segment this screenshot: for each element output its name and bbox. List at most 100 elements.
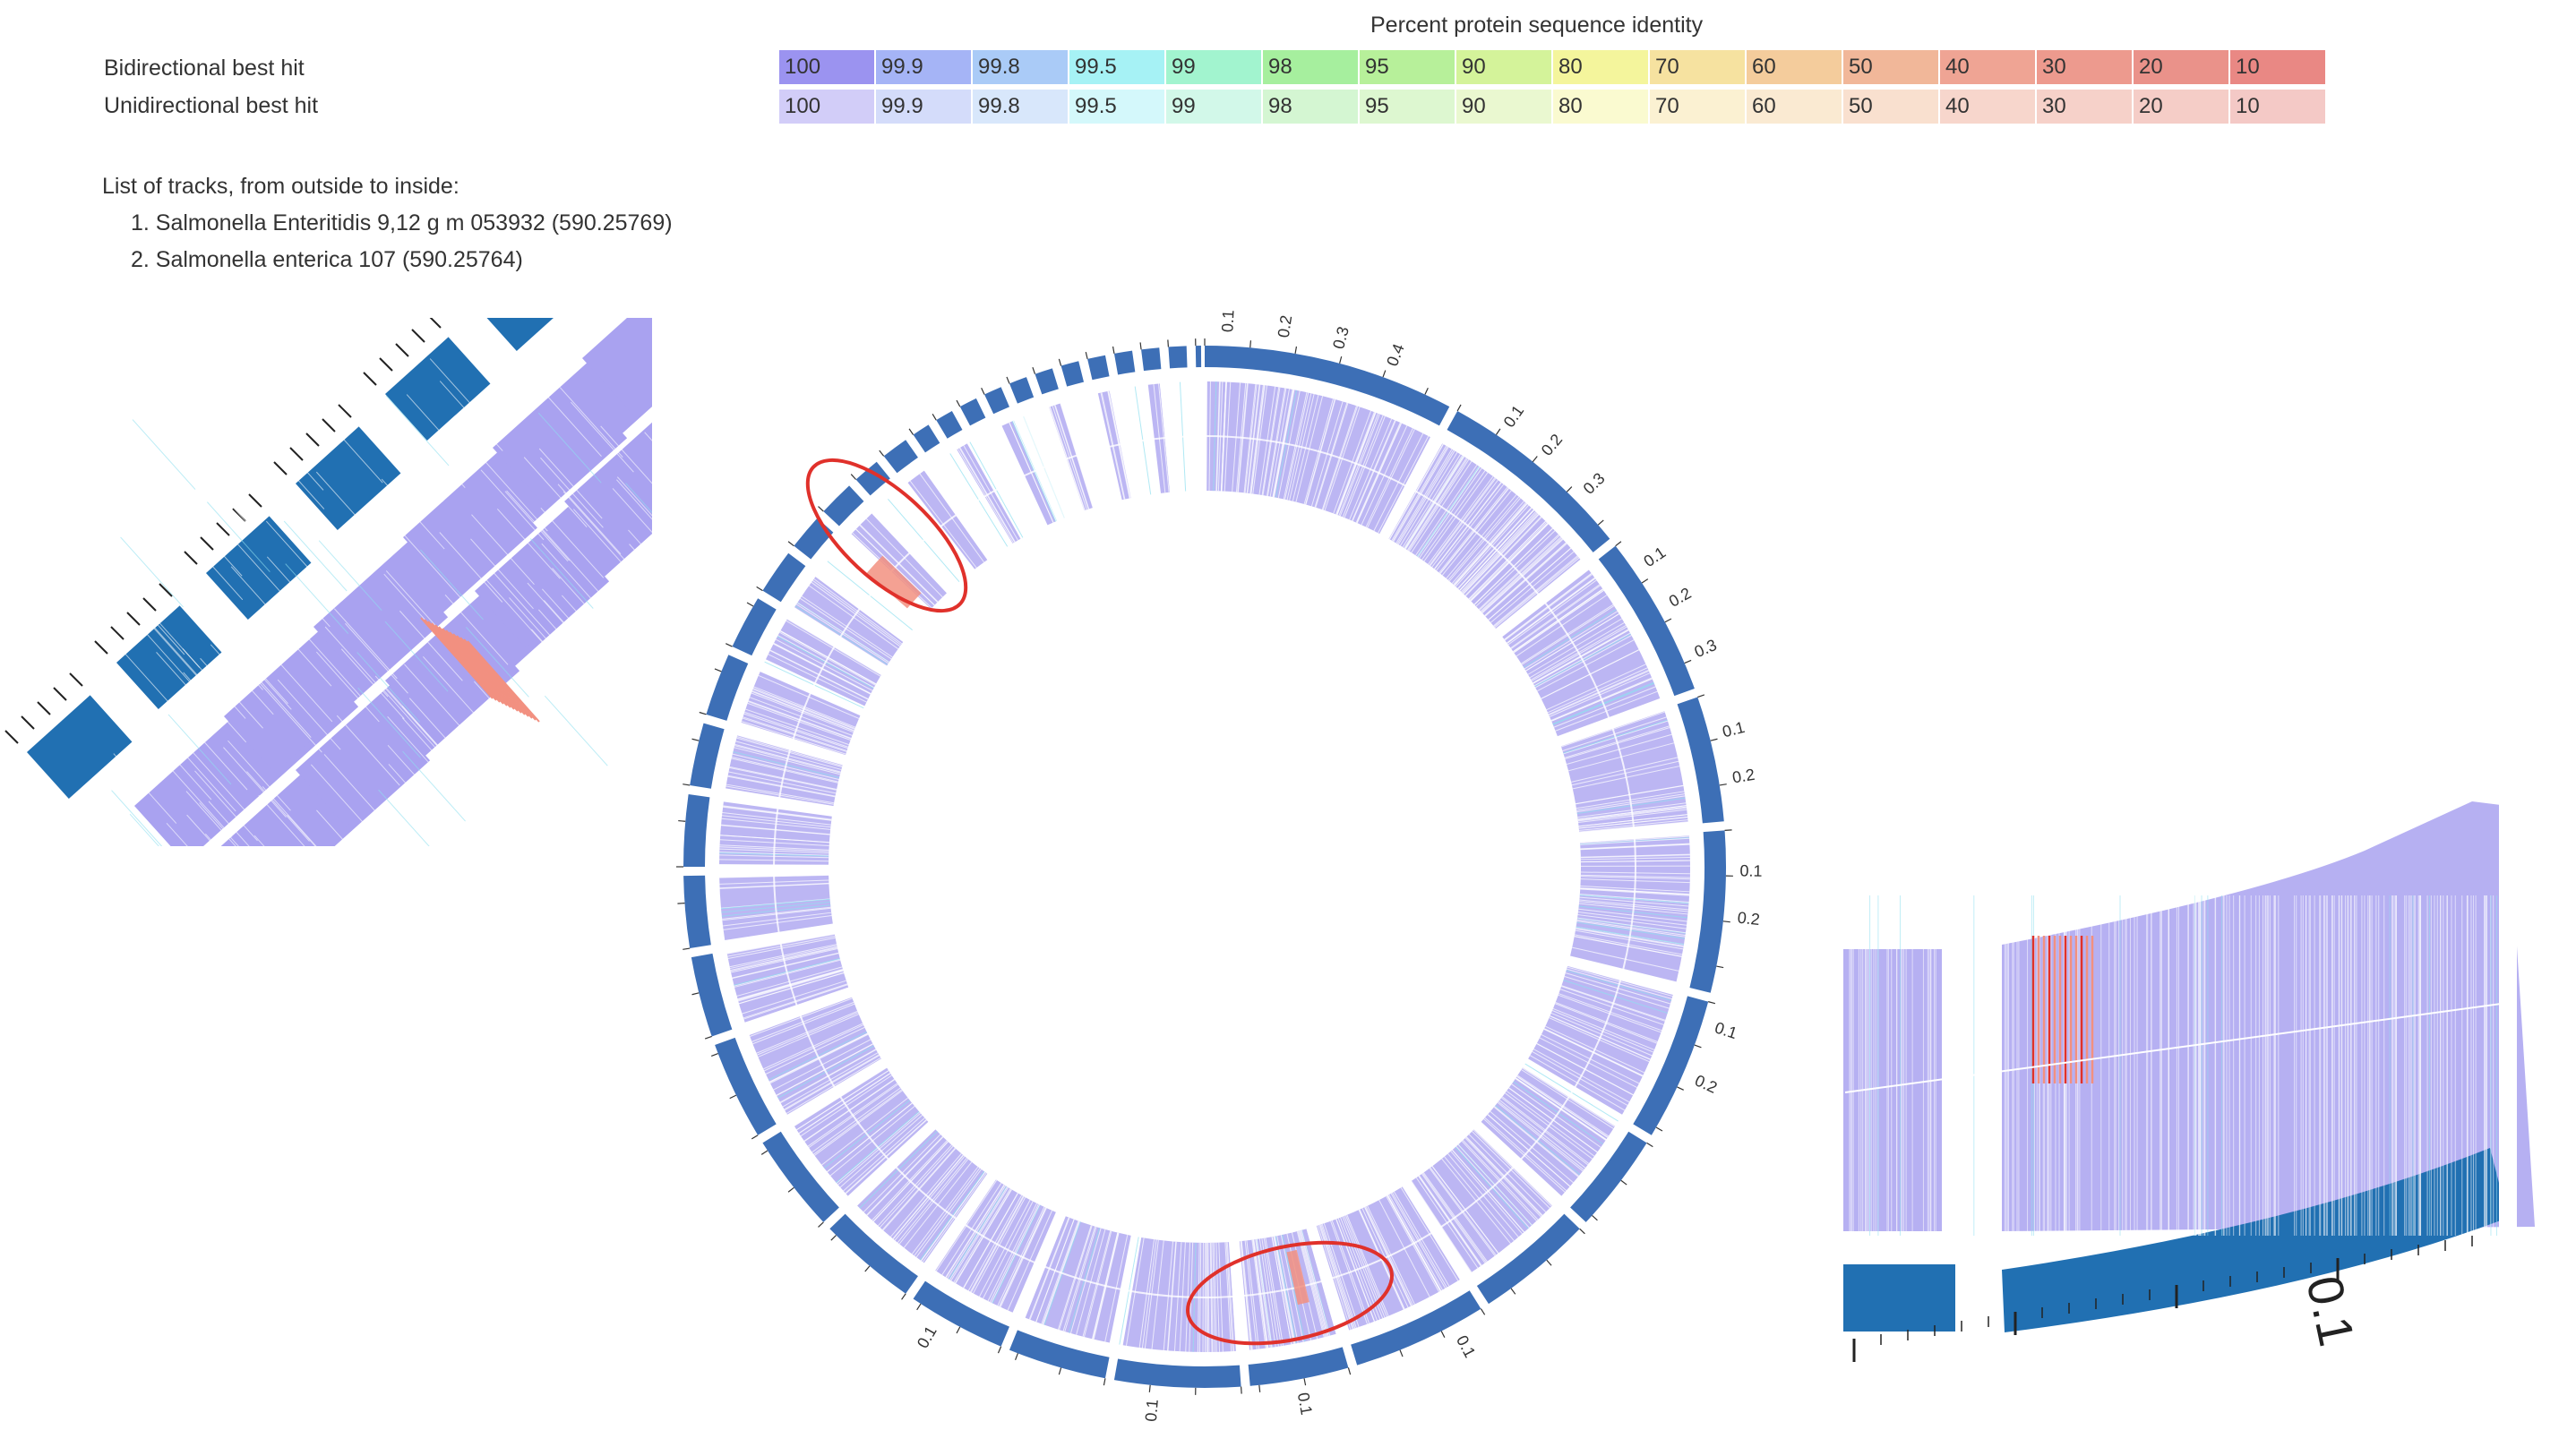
inset-hit-line: [537, 412, 602, 484]
inset-contig-block: [384, 337, 491, 441]
inset-hit-line: [130, 826, 150, 846]
contig-segment: [762, 1131, 839, 1222]
inset-contig-block: [116, 605, 222, 710]
contig-segment: [1035, 368, 1059, 395]
inset-hit-line: [380, 682, 444, 754]
legend-swatch: 40: [1940, 50, 2035, 84]
inset-hit-line: [283, 520, 348, 592]
tick-label: 0.2: [1666, 584, 1695, 611]
inset-hit-line: [628, 529, 652, 558]
main-circular-map: 0.1 0.2 0.3 0.4 0.1 0.2 0.3 0.1 0.2 0.3 0.1 0.2 0.1 0…: [676, 310, 1763, 1422]
scale-tick: [1597, 519, 1604, 526]
contig-segment: [1677, 697, 1724, 824]
inset-hit-line: [188, 384, 252, 456]
contig-segment: [732, 598, 777, 656]
scale-tick: [704, 1035, 712, 1040]
legend-swatch: 95: [1360, 50, 1455, 84]
inset-hit-line: [587, 665, 651, 737]
scale-tick: [901, 1293, 906, 1300]
inset-hit-line: [399, 610, 463, 681]
inset-hit-line: [262, 786, 317, 846]
inset-hit-line: [137, 841, 143, 846]
inset-hit-line: [584, 727, 648, 798]
scale-tick: [691, 992, 700, 996]
legend-swatch: 80: [1553, 50, 1648, 84]
inset-mismatch-line: [445, 629, 519, 712]
inset-hit-line: [480, 469, 545, 541]
inset-hit-line: [529, 538, 594, 609]
inset-hit-line: [168, 766, 233, 837]
inset-contig-block: [296, 426, 401, 531]
track-list-heading: List of tracks, from outside to inside:: [102, 174, 459, 199]
inset-hit-line: [401, 417, 466, 489]
inset-hit-line: [121, 584, 185, 655]
inset-hit-line: [557, 778, 620, 846]
inset-hit-line: [545, 671, 609, 742]
inset-scale-tick: [289, 447, 304, 461]
scale-tick: [691, 738, 700, 741]
track-divider: [1844, 1002, 2509, 1093]
inset-hit-line: [148, 729, 212, 801]
inset-hit-line: [345, 622, 408, 694]
inset-hit-line: [136, 609, 201, 681]
inset-hit-line: [194, 770, 258, 842]
legend-swatch: 99: [1166, 90, 1261, 124]
contig-segment: [1009, 377, 1035, 404]
legend-swatch: 99.8: [973, 50, 1068, 84]
inset-hit-line: [391, 852, 453, 922]
inset-hit-line: [614, 612, 652, 654]
contig-segment: [706, 655, 749, 721]
scale-tick: [1655, 1126, 1663, 1132]
scale-tick: [1249, 340, 1252, 348]
contig-segment: [690, 723, 725, 789]
inset-scale-tick: [453, 283, 466, 295]
legend-swatch: 80: [1553, 90, 1648, 124]
scale-tick: [1620, 1179, 1627, 1186]
inset-hit-line: [502, 722, 566, 793]
inset-contig-block: [27, 695, 133, 800]
contig-segment: [1248, 1347, 1349, 1386]
scale-tick: [1058, 358, 1062, 366]
inset-hit-line: [401, 717, 466, 788]
inset-hit-line: [622, 759, 652, 795]
inset-mismatch-line: [434, 624, 508, 706]
inset-hit-line: [136, 597, 201, 668]
inset-scale-tick: [69, 672, 83, 687]
scale-tick: [1015, 1353, 1018, 1361]
inset-hit-line: [183, 672, 247, 743]
contig-segment: [683, 794, 710, 867]
inset-scale-tick: [502, 240, 514, 253]
inset-hit-line: [404, 812, 435, 846]
inset-hit-line: [287, 814, 316, 846]
contig-segment: [691, 953, 733, 1037]
inset-hit-line: [186, 560, 251, 631]
inset-hit-line: [167, 714, 232, 785]
inset-scale-tick: [518, 226, 530, 238]
inset-scale-tick: [184, 551, 198, 565]
hit-track-segment: [851, 513, 947, 609]
inset-hit-line: [269, 651, 333, 723]
inset-hit-line: [120, 536, 184, 608]
inset-hit-line: [200, 620, 263, 690]
inset-hit-line: [228, 740, 291, 811]
scale-tick: [1440, 1331, 1446, 1338]
inset-hit-line: [644, 432, 652, 441]
contig-segment: [1141, 347, 1162, 372]
tick-label: 0.4: [1383, 341, 1408, 369]
contig-segment: [959, 398, 986, 426]
tick-label: 0.3: [1580, 469, 1609, 498]
inset-hit-line: [630, 579, 652, 605]
inset-hit-line: [246, 771, 310, 842]
inset-hit-line: [387, 716, 451, 787]
scale-tick: [1456, 404, 1462, 412]
inset-mismatch-line: [459, 637, 533, 719]
inset-hit-line: [523, 457, 588, 527]
inset-hit-line: [381, 859, 443, 929]
tick-label: 0.1: [1218, 310, 1237, 333]
inset-hit-line: [223, 747, 287, 818]
inset-hit-line: [315, 471, 380, 543]
scale-tick: [1382, 370, 1387, 378]
inset-hit-line: [408, 698, 473, 768]
contig-segment: [1009, 1330, 1110, 1379]
